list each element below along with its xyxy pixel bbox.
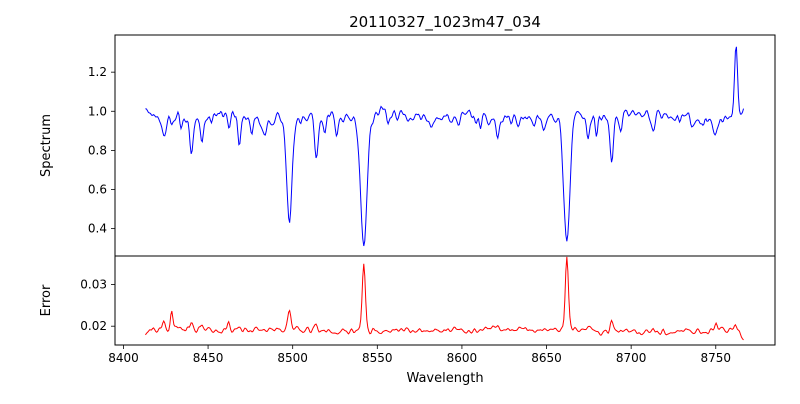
- error-y-axis-label: Error: [39, 284, 54, 316]
- x-tick-label: 8700: [616, 351, 647, 365]
- spectrum-y-axis-label: Spectrum: [39, 114, 54, 177]
- x-tick-label: 8400: [108, 351, 139, 365]
- tick-layer: 8400 8450 8500 8550 8600 8650 8700 8750 0.4 0.6 0.…: [80, 65, 731, 365]
- spectrum-y-tick-label: 0.4: [88, 222, 107, 236]
- spectrum-y-tick-label: 0.6: [88, 183, 107, 197]
- spectrum-y-tick-label: 0.8: [88, 143, 107, 157]
- x-tick-label: 8500: [277, 351, 308, 365]
- x-tick-label: 8750: [700, 351, 731, 365]
- x-axis-label: Wavelength: [406, 371, 483, 386]
- error-y-tick-label: 0.03: [80, 277, 107, 291]
- spectrum-line: [145, 46, 745, 247]
- x-tick-label: 8450: [193, 351, 224, 365]
- error-panel-frame: [114, 255, 776, 346]
- x-tick-label: 8550: [362, 351, 393, 365]
- spectrum-y-tick-label: 1.0: [88, 104, 107, 118]
- x-tick-label: 8600: [447, 351, 478, 365]
- error-line: [145, 256, 744, 341]
- chart-title: 20110327_1023m47_034: [349, 13, 541, 32]
- spectrum-y-tick-label: 1.2: [88, 65, 107, 79]
- error-y-tick-label: 0.02: [80, 319, 107, 333]
- x-tick-label: 8650: [531, 351, 562, 365]
- chart-layer: [145, 46, 745, 341]
